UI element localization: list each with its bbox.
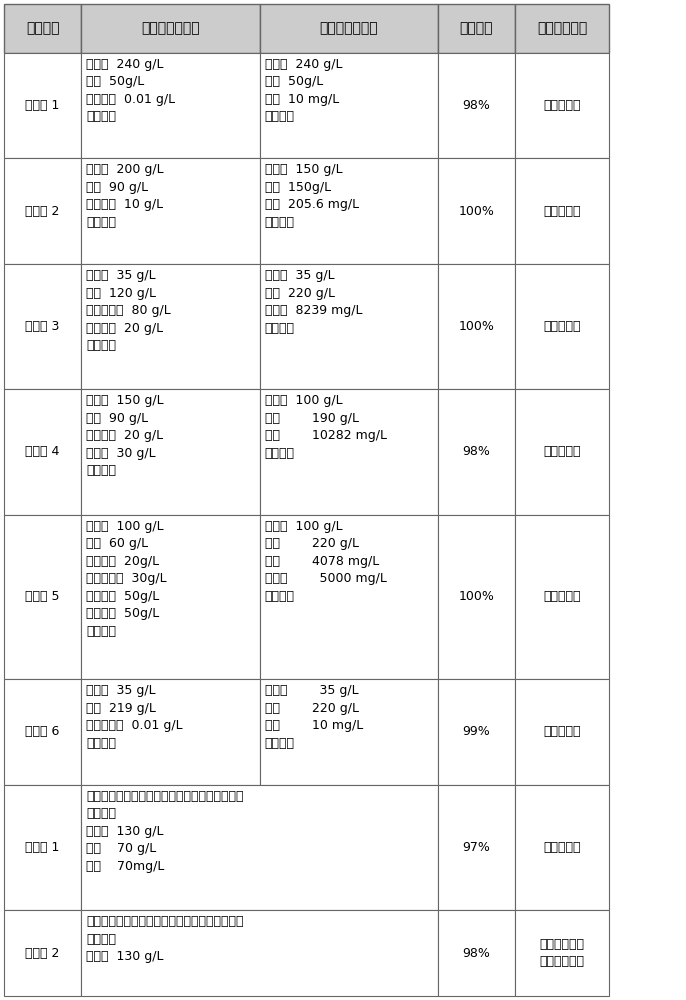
Bar	[4, 515, 82, 679]
Text: 粗糙，边沿效
应大，有节瘤: 粗糙，边沿效 应大，有节瘤	[539, 938, 584, 968]
Bar	[438, 264, 514, 389]
Bar	[514, 4, 609, 53]
Bar	[4, 785, 82, 910]
Bar	[514, 910, 609, 996]
Text: 较平整密致: 较平整密致	[543, 725, 581, 738]
Text: 硫酸铜  35 g/L
硫酸  220 g/L
氯化钠  8239 mg/L
溶剂为水: 硫酸铜 35 g/L 硫酸 220 g/L 氯化钠 8239 mg/L 溶剂为水	[265, 269, 362, 335]
Text: 98%: 98%	[462, 947, 490, 960]
Text: 电镀槽不使用隔膜分隔，阴极和阳极浸于同一电
镀液中。
硫酸铜  130 g/L
硫酸    70 g/L
盐酸    70mg/L: 电镀槽不使用隔膜分隔，阴极和阳极浸于同一电 镀液中。 硫酸铜 130 g/L 硫…	[86, 790, 244, 873]
Text: 电镀体系: 电镀体系	[26, 21, 60, 35]
Text: 实施例 6: 实施例 6	[25, 725, 60, 738]
Text: 实施例 2: 实施例 2	[25, 205, 60, 218]
Bar	[82, 785, 438, 910]
Bar	[438, 679, 514, 785]
Bar	[82, 264, 259, 389]
Bar	[4, 4, 82, 53]
Text: 硫酸铜  100 g/L
硫酸        190 g/L
盐酸        10282 mg/L
溶剂为水: 硫酸铜 100 g/L 硫酸 190 g/L 盐酸 10282 mg/L 溶剂为…	[265, 394, 387, 460]
Bar	[438, 910, 514, 996]
Text: 较平整密致: 较平整密致	[543, 320, 581, 333]
Bar	[514, 158, 609, 264]
Bar	[514, 264, 609, 389]
Bar	[82, 515, 259, 679]
Text: 较平整密致: 较平整密致	[543, 590, 581, 603]
Bar	[4, 910, 82, 996]
Bar	[4, 389, 82, 515]
Text: 实施例 4: 实施例 4	[25, 445, 60, 458]
Bar	[514, 53, 609, 158]
Bar	[438, 515, 514, 679]
Text: 99%: 99%	[462, 725, 490, 738]
Bar	[82, 4, 259, 53]
Text: 硫酸铜  200 g/L
硫酸  90 g/L
硫酸羟胺  10 g/L
溶剂为水: 硫酸铜 200 g/L 硫酸 90 g/L 硫酸羟胺 10 g/L 溶剂为水	[86, 163, 164, 229]
Bar	[438, 158, 514, 264]
Bar	[514, 389, 609, 515]
Text: 硫酸铜  100 g/L
硫酸  60 g/L
亚磷酸钠  20g/L
次亚磷酸钠  30g/L
硫酸羟胺  50g/L
盐酸羟胺  50g/L
溶剂为水: 硫酸铜 100 g/L 硫酸 60 g/L 亚磷酸钠 20g/L 次亚磷酸钠 3…	[86, 520, 167, 638]
Text: 100%: 100%	[458, 320, 494, 333]
Bar	[259, 389, 438, 515]
Text: 硫酸铜  35 g/L
硫酸  120 g/L
硫代硫酸钠  80 g/L
硫酸亚铁  20 g/L
溶剂为水: 硫酸铜 35 g/L 硫酸 120 g/L 硫代硫酸钠 80 g/L 硫酸亚铁 …	[86, 269, 171, 352]
Bar	[514, 515, 609, 679]
Text: 硫酸铜  100 g/L
硫酸        220 g/L
盐酸        4078 mg/L
氯化钠        5000 mg/L
溶剂为水: 硫酸铜 100 g/L 硫酸 220 g/L 盐酸 4078 mg/L 氯化钠 …	[265, 520, 386, 603]
Bar	[82, 910, 438, 996]
Text: 较平整密致: 较平整密致	[543, 205, 581, 218]
Text: 98%: 98%	[462, 99, 490, 112]
Text: 比较例 1: 比较例 1	[25, 841, 60, 854]
Text: 97%: 97%	[462, 841, 490, 854]
Text: 硫酸铜        35 g/L
硫酸        220 g/L
盐酸        10 mg/L
溶剂为水: 硫酸铜 35 g/L 硫酸 220 g/L 盐酸 10 mg/L 溶剂为水	[265, 684, 363, 750]
Bar	[82, 158, 259, 264]
Text: 100%: 100%	[458, 590, 494, 603]
Bar	[438, 4, 514, 53]
Text: 镀件表面观察: 镀件表面观察	[537, 21, 587, 35]
Bar	[438, 53, 514, 158]
Text: 硫酸铜  150 g/L
硫酸  150g/L
盐酸  205.6 mg/L
溶剂为水: 硫酸铜 150 g/L 硫酸 150g/L 盐酸 205.6 mg/L 溶剂为水	[265, 163, 359, 229]
Text: 比较例 2: 比较例 2	[25, 947, 60, 960]
Bar	[438, 389, 514, 515]
Text: 硫酸铜  240 g/L
硫酸  50g/L
盐酸  10 mg/L
溶剂为水: 硫酸铜 240 g/L 硫酸 50g/L 盐酸 10 mg/L 溶剂为水	[265, 58, 342, 123]
Bar	[259, 158, 438, 264]
Text: 电镀槽不使用隔膜分隔，阴极和阳极浸于同一电
镀液中。
硫酸铜  130 g/L: 电镀槽不使用隔膜分隔，阴极和阳极浸于同一电 镀液中。 硫酸铜 130 g/L	[86, 915, 244, 963]
Bar	[4, 158, 82, 264]
Bar	[259, 53, 438, 158]
Text: 实施例 3: 实施例 3	[25, 320, 60, 333]
Text: 较平整密致: 较平整密致	[543, 445, 581, 458]
Bar	[259, 4, 438, 53]
Bar	[259, 515, 438, 679]
Text: 阳极电镀液配方: 阳极电镀液配方	[141, 21, 200, 35]
Bar	[4, 264, 82, 389]
Bar	[82, 53, 259, 158]
Text: 硫酸铜  150 g/L
硫酸  90 g/L
盐酸羟胺  20 g/L
水合肼  30 g/L
溶剂为水: 硫酸铜 150 g/L 硫酸 90 g/L 盐酸羟胺 20 g/L 水合肼 30…	[86, 394, 164, 477]
Text: 较平整密致: 较平整密致	[543, 841, 581, 854]
Bar	[438, 785, 514, 910]
Bar	[259, 264, 438, 389]
Bar	[4, 679, 82, 785]
Text: 较平整密致: 较平整密致	[543, 99, 581, 112]
Bar	[82, 389, 259, 515]
Text: 100%: 100%	[458, 205, 494, 218]
Text: 98%: 98%	[462, 445, 490, 458]
Bar	[514, 679, 609, 785]
Text: 硫酸铜  35 g/L
硫酸  219 g/L
硫代硫酸钠  0.01 g/L
溶剂为水: 硫酸铜 35 g/L 硫酸 219 g/L 硫代硫酸钠 0.01 g/L 溶剂为…	[86, 684, 183, 750]
Bar	[82, 679, 259, 785]
Bar	[4, 53, 82, 158]
Text: 硫酸铜  240 g/L
硫酸  50g/L
亚硫酸钠  0.01 g/L
溶剂为水: 硫酸铜 240 g/L 硫酸 50g/L 亚硫酸钠 0.01 g/L 溶剂为水	[86, 58, 176, 123]
Bar	[259, 679, 438, 785]
Text: 实施例 5: 实施例 5	[25, 590, 60, 603]
Text: 阴极电镀液配方: 阴极电镀液配方	[320, 21, 378, 35]
Text: 实施例 1: 实施例 1	[25, 99, 60, 112]
Text: 电流效率: 电流效率	[460, 21, 493, 35]
Bar	[514, 785, 609, 910]
